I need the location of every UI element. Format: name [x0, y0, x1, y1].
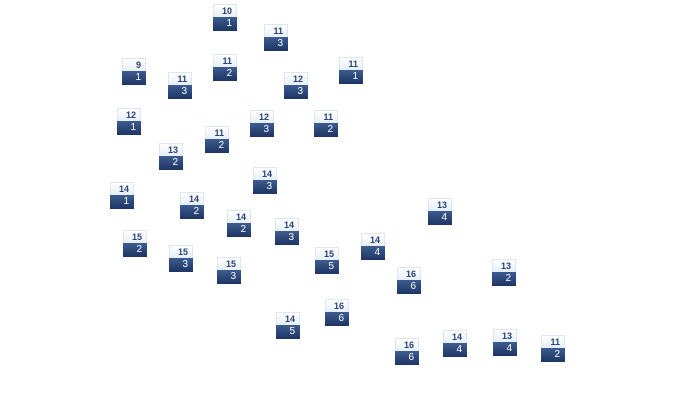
tile-top-value: 11	[264, 24, 288, 37]
tile-top-value: 15	[169, 245, 193, 258]
tile[interactable]: 14 5	[276, 312, 300, 340]
tile-bottom-value: 4	[361, 246, 385, 260]
tile[interactable]: 14 2	[180, 192, 204, 220]
tile-top-value: 11	[314, 110, 338, 123]
tile-bottom-value: 3	[250, 123, 274, 137]
tile-bottom-value: 3	[264, 37, 288, 51]
tile[interactable]: 16 6	[395, 338, 419, 366]
tile-bottom-value: 1	[117, 121, 141, 135]
tile-bottom-value: 2	[205, 139, 229, 153]
tile[interactable]: 16 6	[325, 299, 349, 327]
tile[interactable]: 12 3	[284, 72, 308, 100]
tile-top-value: 14	[227, 210, 251, 223]
tile-bottom-value: 4	[443, 343, 467, 357]
tile-bottom-value: 2	[227, 223, 251, 237]
tile-top-value: 11	[213, 54, 237, 67]
tile-top-value: 14	[275, 218, 299, 231]
tile-top-value: 14	[180, 192, 204, 205]
tile-top-value: 11	[541, 335, 565, 348]
tile-bottom-value: 3	[253, 180, 277, 194]
tile[interactable]: 11 2	[314, 110, 338, 138]
tile-top-value: 12	[250, 110, 274, 123]
tile-top-value: 16	[325, 299, 349, 312]
tile-top-value: 13	[493, 329, 517, 342]
tile-top-value: 14	[443, 330, 467, 343]
tile-bottom-value: 2	[123, 243, 147, 257]
tile-bottom-value: 4	[428, 211, 452, 225]
tile-top-value: 13	[159, 143, 183, 156]
tile-bottom-value: 2	[314, 123, 338, 137]
tile[interactable]: 16 6	[397, 267, 421, 295]
tile-bottom-value: 4	[493, 342, 517, 356]
tile[interactable]: 11 2	[205, 126, 229, 154]
tile[interactable]: 15 2	[123, 230, 147, 258]
tile-top-value: 16	[395, 338, 419, 351]
tile-top-value: 14	[110, 182, 134, 195]
tile-top-value: 11	[168, 72, 192, 85]
tile[interactable]: 15 3	[169, 245, 193, 273]
tile-bottom-value: 2	[492, 272, 516, 286]
tile[interactable]: 11 3	[264, 24, 288, 52]
tile-top-value: 12	[117, 108, 141, 121]
tile-bottom-value: 1	[110, 195, 134, 209]
tile-top-value: 16	[397, 267, 421, 280]
tile[interactable]: 14 4	[443, 330, 467, 358]
tile-bottom-value: 3	[284, 85, 308, 99]
tile-top-value: 14	[253, 167, 277, 180]
tile[interactable]: 15 3	[217, 257, 241, 285]
tile[interactable]: 13 2	[159, 143, 183, 171]
tile[interactable]: 14 2	[227, 210, 251, 238]
tile[interactable]: 11 1	[339, 57, 363, 85]
tile[interactable]: 14 1	[110, 182, 134, 210]
tile-top-value: 14	[361, 233, 385, 246]
tile-bottom-value: 2	[541, 348, 565, 362]
tile[interactable]: 13 4	[428, 198, 452, 226]
tile-bottom-value: 1	[339, 70, 363, 84]
tile[interactable]: 12 1	[117, 108, 141, 136]
tile-bottom-value: 2	[213, 67, 237, 81]
tile-bottom-value: 5	[276, 325, 300, 339]
tile-top-value: 14	[276, 312, 300, 325]
tile-bottom-value: 3	[169, 258, 193, 272]
tile-top-value: 13	[492, 259, 516, 272]
tile-bottom-value: 6	[397, 280, 421, 294]
tile-top-value: 15	[315, 247, 339, 260]
tile-bottom-value: 1	[122, 71, 146, 85]
tile-top-value: 10	[213, 4, 237, 17]
tile-bottom-value: 3	[275, 231, 299, 245]
tile-bottom-value: 3	[217, 270, 241, 284]
tile-top-value: 11	[205, 126, 229, 139]
tile-top-value: 11	[339, 57, 363, 70]
tile[interactable]: 11 3	[168, 72, 192, 100]
tile-top-value: 12	[284, 72, 308, 85]
tile[interactable]: 14 3	[253, 167, 277, 195]
tile-top-value: 15	[217, 257, 241, 270]
tile-top-value: 13	[428, 198, 452, 211]
tile[interactable]: 12 3	[250, 110, 274, 138]
tile-bottom-value: 3	[168, 85, 192, 99]
tile-top-value: 9	[122, 58, 146, 71]
tile-bottom-value: 2	[159, 156, 183, 170]
tile-bottom-value: 5	[315, 260, 339, 274]
tile-top-value: 15	[123, 230, 147, 243]
tile[interactable]: 14 3	[275, 218, 299, 246]
tile-bottom-value: 2	[180, 205, 204, 219]
tile[interactable]: 15 5	[315, 247, 339, 275]
tile[interactable]: 13 4	[493, 329, 517, 357]
tile[interactable]: 14 4	[361, 233, 385, 261]
tile[interactable]: 11 2	[213, 54, 237, 82]
tile-bottom-value: 6	[395, 351, 419, 365]
tile[interactable]: 10 1	[213, 4, 237, 32]
tile-bottom-value: 1	[213, 17, 237, 31]
tile[interactable]: 13 2	[492, 259, 516, 287]
tile-bottom-value: 6	[325, 312, 349, 326]
tile[interactable]: 11 2	[541, 335, 565, 363]
